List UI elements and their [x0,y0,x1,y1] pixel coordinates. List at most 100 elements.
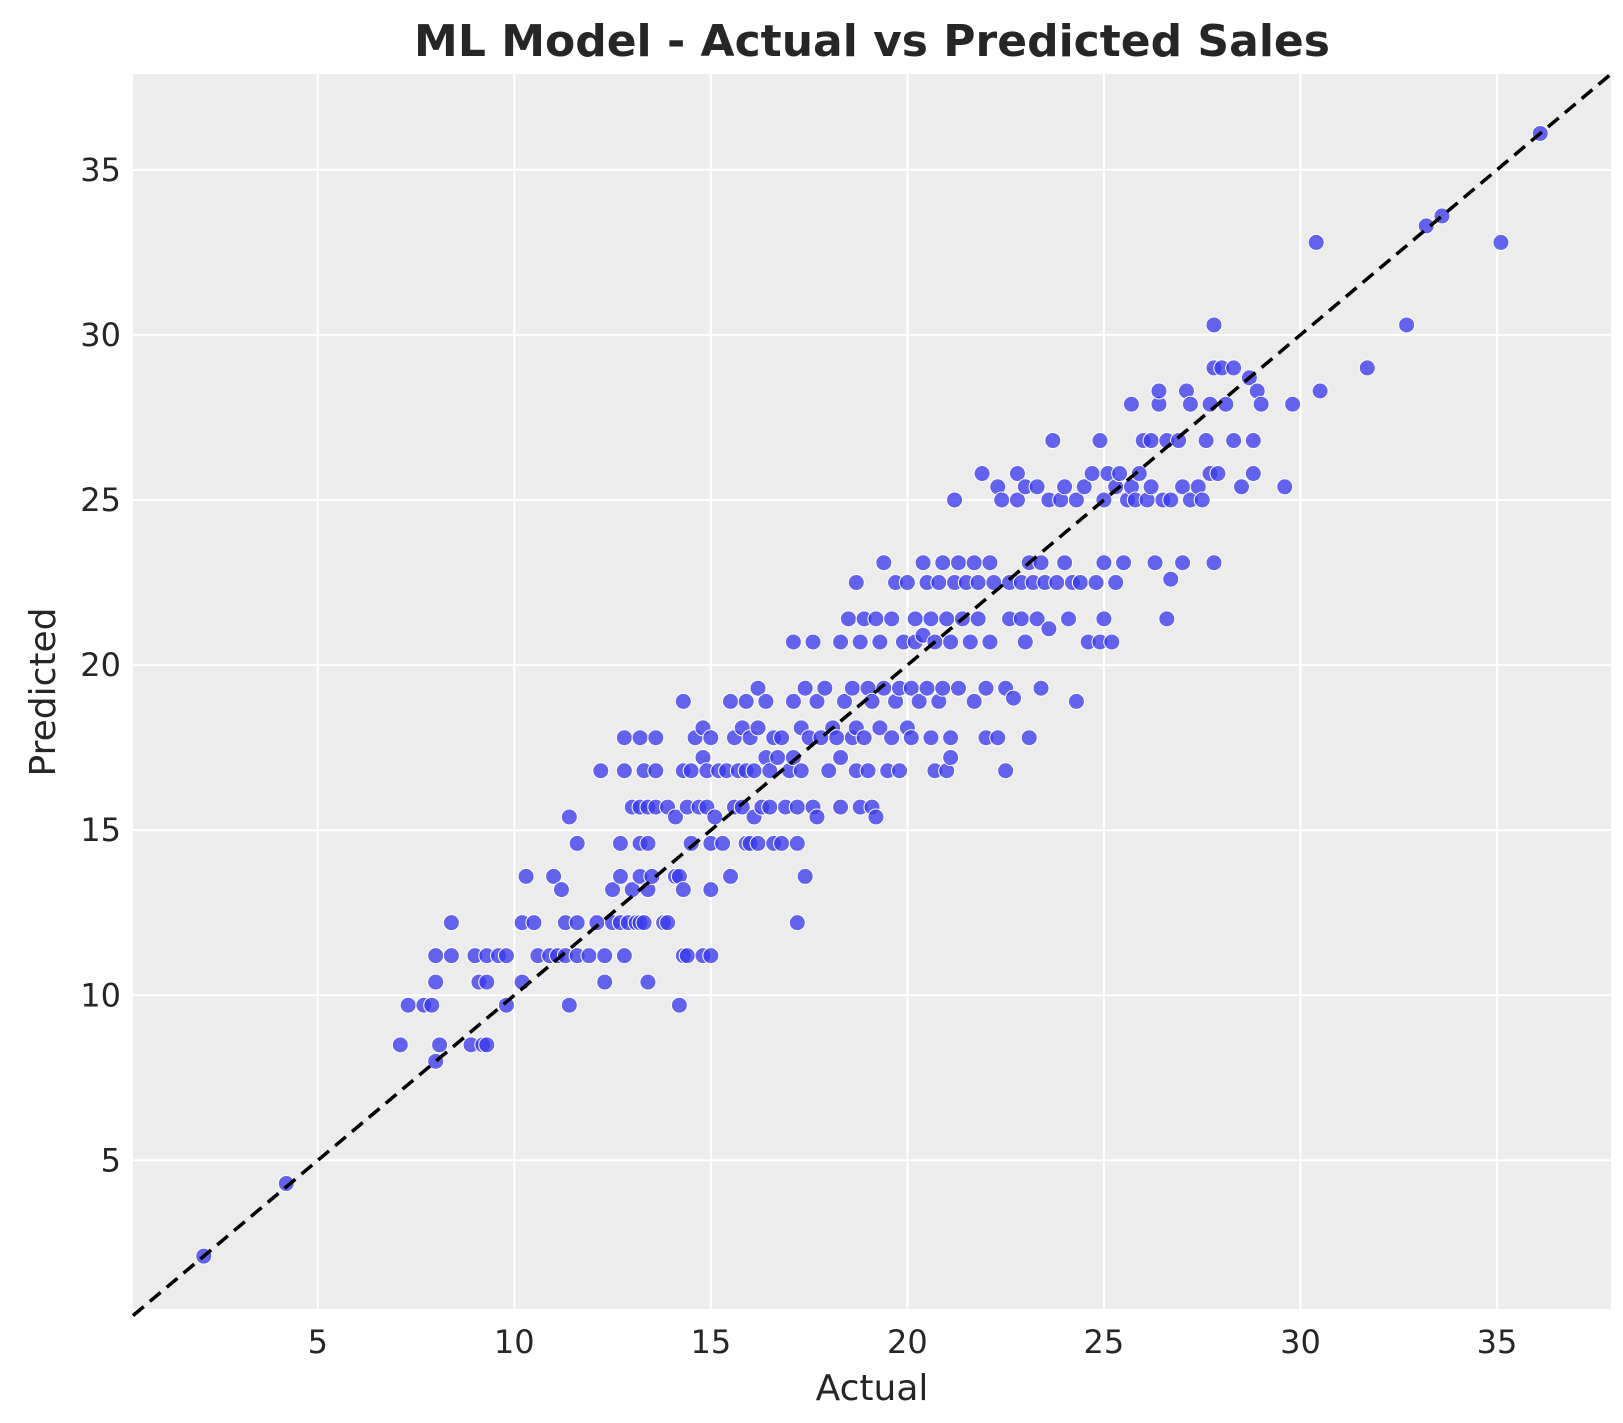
data-point [659,914,677,932]
y-tick-label: 25 [80,481,121,519]
data-point [898,574,916,592]
data-point [934,679,952,697]
data-point [1040,620,1058,638]
data-point [788,914,806,932]
data-point [1284,395,1302,413]
y-axis-label: Predicted [23,608,64,777]
chart-title: ML Model - Actual vs Predicted Sales [414,16,1330,67]
data-point [580,947,598,965]
data-point [973,465,991,483]
data-point [1083,465,1101,483]
data-point [847,574,865,592]
data-point [1181,395,1199,413]
data-point [497,996,515,1014]
data-point [442,947,460,965]
data-point [517,867,535,885]
data-point [560,808,578,826]
y-tick-label: 15 [80,811,121,849]
data-point [942,633,960,651]
data-point [965,692,983,710]
data-point [431,1036,449,1054]
data-point [615,729,633,747]
data-point [615,762,633,780]
data-point [808,808,826,826]
data-point [997,762,1015,780]
data-point [910,692,928,710]
data-point [1417,217,1435,235]
data-point [478,1036,496,1054]
data-point [568,914,586,932]
data-point [839,610,857,628]
data-point [643,867,661,885]
data-point [1358,359,1376,377]
data-point [1276,478,1294,496]
data-point [749,834,767,852]
data-point [1016,633,1034,651]
data-points [195,124,1549,1265]
data-point [682,834,700,852]
data-point [769,749,787,767]
data-point [804,633,822,651]
data-point [930,574,948,592]
x-tick-label: 15 [690,1323,731,1361]
data-point [922,610,940,628]
data-point [969,574,987,592]
data-point [525,914,543,932]
data-point [761,762,779,780]
data-point [1067,491,1085,509]
data-point [891,762,909,780]
data-point [922,729,940,747]
data-point [733,798,751,816]
data-point [961,633,979,651]
data-point [832,633,850,651]
data-point [552,881,570,899]
data-point [942,729,960,747]
data-point [808,692,826,710]
data-point [761,798,779,816]
data-point [277,1175,295,1193]
data-point [859,762,877,780]
data-point [745,762,763,780]
y-tick-label: 5 [101,1141,121,1179]
x-tick-label: 30 [1280,1323,1321,1361]
data-point [784,749,802,767]
data-point [1060,610,1078,628]
data-point [965,554,983,572]
data-point [1122,395,1140,413]
data-point [1130,465,1148,483]
data-point [1174,554,1192,572]
data-point [828,729,846,747]
data-point [639,973,657,991]
data-point [1008,491,1026,509]
y-tick-label: 30 [80,316,121,354]
data-point [1146,554,1164,572]
data-point [714,834,732,852]
data-point [702,881,720,899]
data-point [1225,432,1243,450]
data-point [1150,382,1168,400]
x-tick-label: 25 [1084,1323,1125,1361]
data-point [749,719,767,737]
data-point [1197,432,1215,450]
data-point [423,996,441,1014]
data-point [883,729,901,747]
data-point [1056,554,1074,572]
data-point [1142,478,1160,496]
data-point [981,554,999,572]
data-point [788,798,806,816]
data-point [635,914,653,932]
data-point [906,610,924,628]
data-point [949,679,967,697]
data-point [1162,491,1180,509]
data-point [773,834,791,852]
data-point [871,719,889,737]
x-tick-label: 35 [1477,1323,1518,1361]
data-point [993,491,1011,509]
x-tick-label: 20 [887,1323,928,1361]
data-point [1307,233,1325,251]
data-point [1067,692,1085,710]
data-point [1071,574,1089,592]
data-point [442,914,460,932]
data-point [1193,491,1211,509]
data-point [427,947,445,965]
